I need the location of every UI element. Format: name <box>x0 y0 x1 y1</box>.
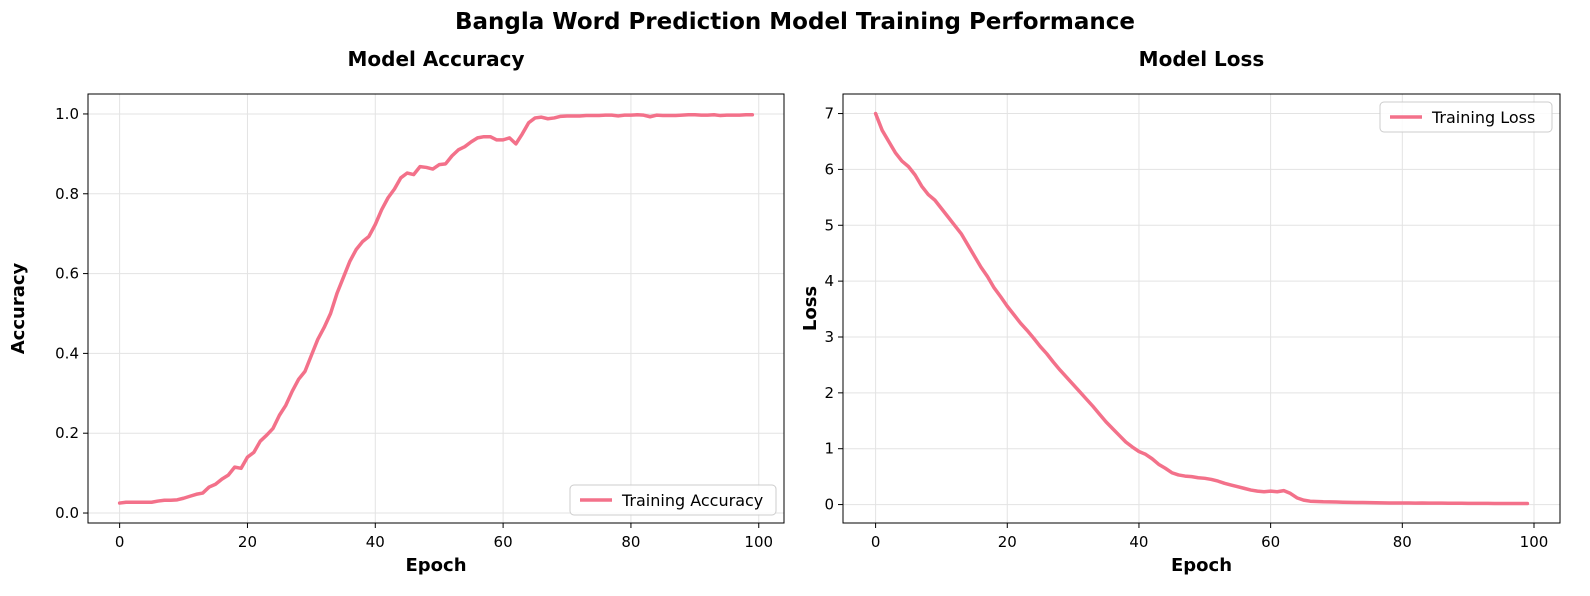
y-tick-label: 3 <box>824 328 834 346</box>
y-tick-label: 0.2 <box>55 424 79 442</box>
x-tick-label: 20 <box>238 533 257 551</box>
y-axis-label: Accuracy <box>8 262 29 354</box>
x-tick-label: 80 <box>1393 533 1412 551</box>
legend-label: Training Accuracy <box>621 491 763 510</box>
x-tick-label: 20 <box>998 533 1017 551</box>
x-tick-label: 0 <box>871 533 881 551</box>
y-tick-label: 0.4 <box>55 344 79 362</box>
x-tick-label: 40 <box>366 533 385 551</box>
x-tick-label: 100 <box>1520 533 1549 551</box>
y-tick-label: 0.0 <box>55 504 79 522</box>
y-tick-label: 6 <box>824 160 834 178</box>
y-tick-label: 0 <box>824 496 834 514</box>
figure-title: Bangla Word Prediction Model Training Pe… <box>455 9 1135 35</box>
x-axis-label: Epoch <box>405 555 466 576</box>
y-tick-label: 1.0 <box>55 105 79 123</box>
x-tick-label: 100 <box>744 533 773 551</box>
x-tick-label: 60 <box>1261 533 1280 551</box>
y-tick-label: 7 <box>824 105 834 123</box>
legend-box <box>1379 101 1553 133</box>
loss-chart: 0 20 40 60 80 100 0 1 2 3 4 5 6 7 Model Loss Epoch Loss T… <box>800 47 1561 576</box>
y-tick-label: 0.8 <box>55 185 79 203</box>
plot-frame <box>87 93 785 524</box>
y-tick-label: 0.6 <box>55 265 79 283</box>
x-axis-label: Epoch <box>1171 555 1232 576</box>
y-tick-label: 1 <box>824 440 834 458</box>
y-axis-label: Loss <box>800 286 821 331</box>
chart-title-loss: Model Loss <box>1139 47 1265 71</box>
legend-box <box>569 484 777 516</box>
x-tick-label: 0 <box>115 533 125 551</box>
x-tick-label: 80 <box>621 533 640 551</box>
chart-title-accuracy: Model Accuracy <box>347 47 524 71</box>
series-line-loss <box>873 111 1530 506</box>
plot-frame <box>842 93 1561 524</box>
accuracy-chart: 0 20 40 60 80 100 0.0 0.2 0.4 0.6 0.8 1.0 Model Accu… <box>8 47 785 576</box>
y-tick-label: 4 <box>824 272 834 290</box>
legend-accuracy: Training Accuracy <box>569 484 777 516</box>
x-tick-label: 40 <box>1129 533 1148 551</box>
legend-loss: Training Loss <box>1379 101 1553 133</box>
legend-label: Training Loss <box>1431 108 1535 127</box>
x-tick-label: 60 <box>494 533 513 551</box>
y-tick-label: 5 <box>824 216 834 234</box>
series-line-accuracy <box>117 113 755 505</box>
y-tick-label: 2 <box>824 384 834 402</box>
